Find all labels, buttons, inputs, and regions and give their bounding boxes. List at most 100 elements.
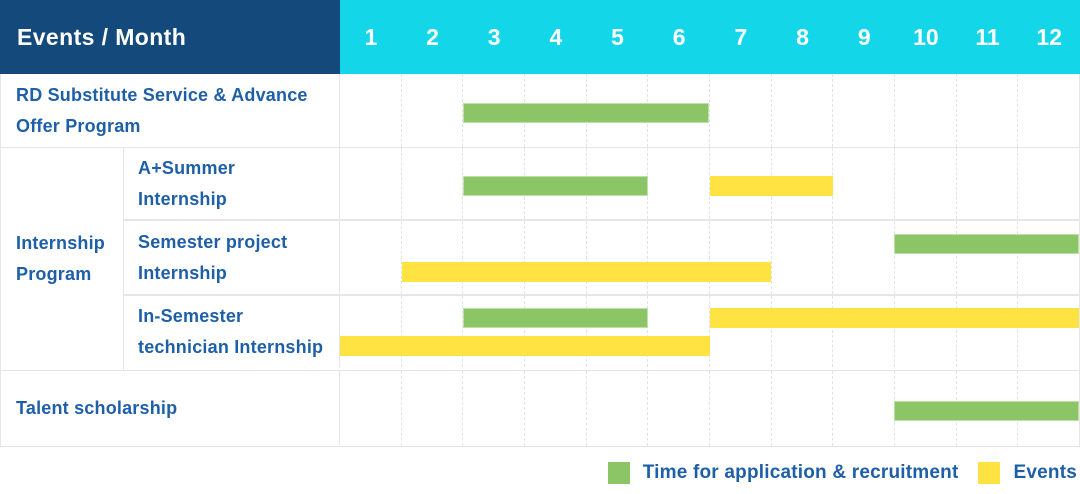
month-grid-cell xyxy=(770,371,833,446)
month-grid-cell xyxy=(955,74,1018,147)
month-grid-cell xyxy=(340,148,401,219)
month-grid-cell xyxy=(647,371,709,446)
month-header-cell: 7 xyxy=(734,23,748,50)
month-grid-cell xyxy=(832,371,894,446)
month-grid-cell xyxy=(340,296,401,367)
month-grid-cell xyxy=(709,221,771,294)
month-grid-cell xyxy=(1017,296,1079,367)
month-grid-cell xyxy=(462,221,524,294)
events-month-table: Events / Month 1 2 3 4 5 6 7 8 9 10 11 12 RD Substi… xyxy=(0,0,1080,447)
month-header-cell: 2 xyxy=(426,23,439,50)
month-grid-cell xyxy=(340,221,401,294)
row-timeline-a-plus-summer xyxy=(340,148,1079,219)
gantt-bar-green xyxy=(463,102,710,123)
row-timeline-rd-substitute xyxy=(340,74,1079,147)
month-header-row: 1 2 3 4 5 6 7 8 9 10 11 12 xyxy=(340,0,1080,74)
month-grid-cell xyxy=(894,296,956,367)
legend-label: Events xyxy=(1013,462,1077,483)
gantt-bar-green xyxy=(463,175,648,196)
month-grid-cell xyxy=(894,148,956,219)
gantt-bar-green xyxy=(463,307,648,328)
gantt-bar-yellow xyxy=(709,307,1079,328)
month-grid-cell xyxy=(462,296,524,367)
month-grid-cell xyxy=(832,296,894,367)
month-grid-cell xyxy=(709,296,771,367)
month-grid-cell xyxy=(832,148,894,219)
month-header-cell: 8 xyxy=(796,23,809,50)
row-label-talent-scholarship: Talent scholarship xyxy=(1,371,340,446)
corner-header-cell: Events / Month xyxy=(0,0,340,74)
gantt-bar-yellow xyxy=(340,335,710,356)
month-grid-cell xyxy=(400,371,463,446)
table-header-row: Events / Month 1 2 3 4 5 6 7 8 9 10 11 12 xyxy=(0,0,1080,74)
month-header-cell: 5 xyxy=(611,23,624,50)
month-grid-cell xyxy=(400,296,463,367)
green-swatch-icon xyxy=(607,462,630,484)
month-grid-cell xyxy=(647,296,709,367)
month-grid-cell xyxy=(770,221,833,294)
gantt-bar-yellow xyxy=(401,261,772,282)
month-grid-cell xyxy=(585,371,648,446)
month-grid-cell xyxy=(462,148,524,219)
month-grid-cell xyxy=(955,296,1018,367)
internship-subrows: A+Summer Internship Semester project Int… xyxy=(124,148,1079,370)
table-body: RD Substitute Service & Advance Offer Pr… xyxy=(0,74,1080,447)
month-grid-cell xyxy=(894,74,956,147)
month-grid-cell xyxy=(647,148,709,219)
legend-item-application-recruitment: Time for application & recruitment xyxy=(607,462,959,484)
month-grid-cell xyxy=(894,221,956,294)
month-grid-cell xyxy=(585,296,648,367)
month-grid-cell xyxy=(1017,74,1079,147)
month-grid-cell xyxy=(400,74,463,147)
internship-program-group: Internship Program A+Summer Internship S… xyxy=(1,148,1079,371)
month-grid-cell xyxy=(1017,221,1079,294)
yellow-swatch-icon xyxy=(978,462,1001,484)
legend-label: Time for application & recruitment xyxy=(642,462,959,483)
month-grid-cell xyxy=(832,221,894,294)
table-row: RD Substitute Service & Advance Offer Pr… xyxy=(1,74,1079,148)
legend-item-events: Events xyxy=(978,462,1077,484)
gantt-bar-yellow xyxy=(709,175,833,196)
row-label-a-plus-summer: A+Summer Internship xyxy=(124,148,340,219)
month-grid-cell xyxy=(770,296,833,367)
month-grid-cell xyxy=(340,74,401,147)
month-header-cell: 4 xyxy=(549,23,563,50)
row-timeline-in-semester-technician xyxy=(340,296,1079,367)
gantt-bar-green xyxy=(894,400,1079,421)
row-label-semester-project: Semester project Internship xyxy=(124,221,340,294)
month-grid-cell xyxy=(462,371,524,446)
month-grid-cell xyxy=(585,221,648,294)
month-header-cell: 10 xyxy=(913,23,939,50)
month-grid-cell xyxy=(770,74,833,147)
row-label-rd-substitute: RD Substitute Service & Advance Offer Pr… xyxy=(1,74,340,147)
month-grid-cell xyxy=(524,371,586,446)
month-grid-cell xyxy=(955,148,1018,219)
row-label-in-semester-technician: In-Semester technician Internship xyxy=(124,296,340,367)
month-header-cell: 12 xyxy=(1036,23,1063,50)
table-row: In-Semester technician Internship xyxy=(124,295,1079,367)
month-grid-cell xyxy=(832,74,894,147)
month-grid-cell xyxy=(524,221,586,294)
month-grid-cell xyxy=(709,371,771,446)
table-row: Talent scholarship xyxy=(1,371,1079,447)
table-row: A+Summer Internship xyxy=(124,148,1079,220)
month-header-cell: 1 xyxy=(364,23,378,50)
row-timeline-semester-project xyxy=(340,221,1079,294)
table-title: Events / Month xyxy=(17,23,187,50)
legend: Time for application & recruitment Event… xyxy=(607,452,1077,494)
month-grid-cell xyxy=(955,221,1018,294)
month-grid-cell xyxy=(524,296,586,367)
month-header-cell: 9 xyxy=(857,23,871,50)
gantt-bar-green xyxy=(894,233,1079,254)
month-grid-cell xyxy=(462,74,524,147)
row-timeline-talent-scholarship xyxy=(340,371,1079,446)
month-header-cell: 3 xyxy=(487,23,501,50)
month-grid-cell xyxy=(1017,148,1079,219)
month-grid-cell xyxy=(400,221,463,294)
month-header-cell: 11 xyxy=(975,23,1000,50)
group-label-internship-program: Internship Program xyxy=(1,148,124,370)
month-grid-cell xyxy=(709,74,771,147)
month-grid-cell xyxy=(647,221,709,294)
month-grid-cell xyxy=(400,148,463,219)
